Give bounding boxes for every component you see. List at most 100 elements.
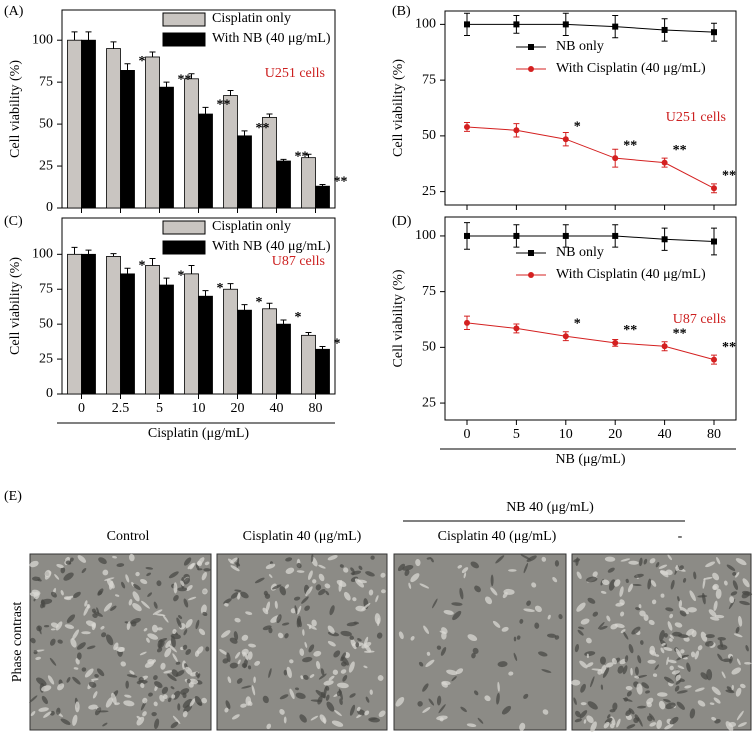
cell [600,590,607,594]
cell [697,645,703,651]
cell [472,647,479,654]
cell [81,631,91,635]
cell [715,588,722,599]
cell [293,596,301,601]
cell [380,589,386,594]
cell [663,647,673,651]
cell [145,567,154,570]
cell [241,648,249,655]
cell [637,705,647,709]
cell [66,614,76,623]
cell [49,638,56,646]
cell [306,623,317,630]
y-tick-label: 75 [422,72,436,87]
legend-label: With NB (40 μg/mL) [212,239,331,254]
cell [151,624,158,633]
cell [460,706,467,713]
cell [737,722,747,727]
y-tick-label: 50 [39,116,53,131]
cell [711,686,721,696]
cell [587,701,598,710]
error-bar [71,246,78,255]
cell [72,591,81,599]
cell [29,560,39,568]
cell [284,633,289,639]
cell [94,707,102,716]
cell [623,697,628,702]
cell [531,582,537,588]
cell [375,595,379,603]
cell [56,564,64,569]
cell [691,630,697,638]
cell [240,703,247,708]
cell [377,675,384,681]
cell [461,567,469,574]
cell [310,699,323,702]
cell [350,567,355,573]
cell [294,605,298,615]
cell [268,668,272,678]
cell [415,558,421,567]
cell [418,661,424,667]
cell [601,579,610,586]
cell [140,578,148,585]
cell [230,592,239,599]
cell [92,613,98,618]
cell [297,605,302,615]
marker [612,232,619,239]
cell [133,584,141,590]
cell [168,571,179,579]
cell [705,561,716,568]
y-tick-label: 100 [32,32,53,47]
marker [711,356,717,363]
cell [689,590,696,602]
cell [664,676,674,684]
cell [523,608,535,612]
legend-marker [528,44,534,50]
cell [358,565,363,570]
cell [426,557,432,560]
cell [655,561,660,568]
x-tick-label: 5 [156,401,163,416]
cell [115,594,120,597]
error-bar [280,158,287,162]
significance: ** [178,72,192,87]
cell [605,662,614,668]
cell [229,662,238,669]
cell [349,635,355,641]
cell [423,625,430,634]
legend-label: With Cisplatin (40 μg/mL) [556,267,706,282]
cell [721,671,726,679]
cell [513,636,517,642]
cell [63,572,74,581]
plot-frame [444,216,737,421]
marker [711,29,717,36]
cell [29,695,38,703]
cell [120,661,126,667]
cell [47,675,55,685]
cell [586,653,589,659]
cell [622,630,629,640]
significance: * [334,337,341,352]
cell [173,582,178,594]
cell [645,690,650,694]
cell [547,614,551,620]
cell [592,571,598,578]
cell [497,681,500,692]
cell [244,651,249,661]
cell [262,607,269,615]
cell [613,579,621,587]
cell [739,600,751,606]
series-line [466,322,715,361]
cell [146,637,150,643]
cell [668,638,673,642]
cell [614,623,625,628]
panel-label: (C) [4,214,23,229]
cell [713,697,721,704]
marker [661,159,668,166]
cell [638,604,642,609]
cell [647,659,656,664]
cell [334,709,342,717]
error-bar [124,63,131,71]
